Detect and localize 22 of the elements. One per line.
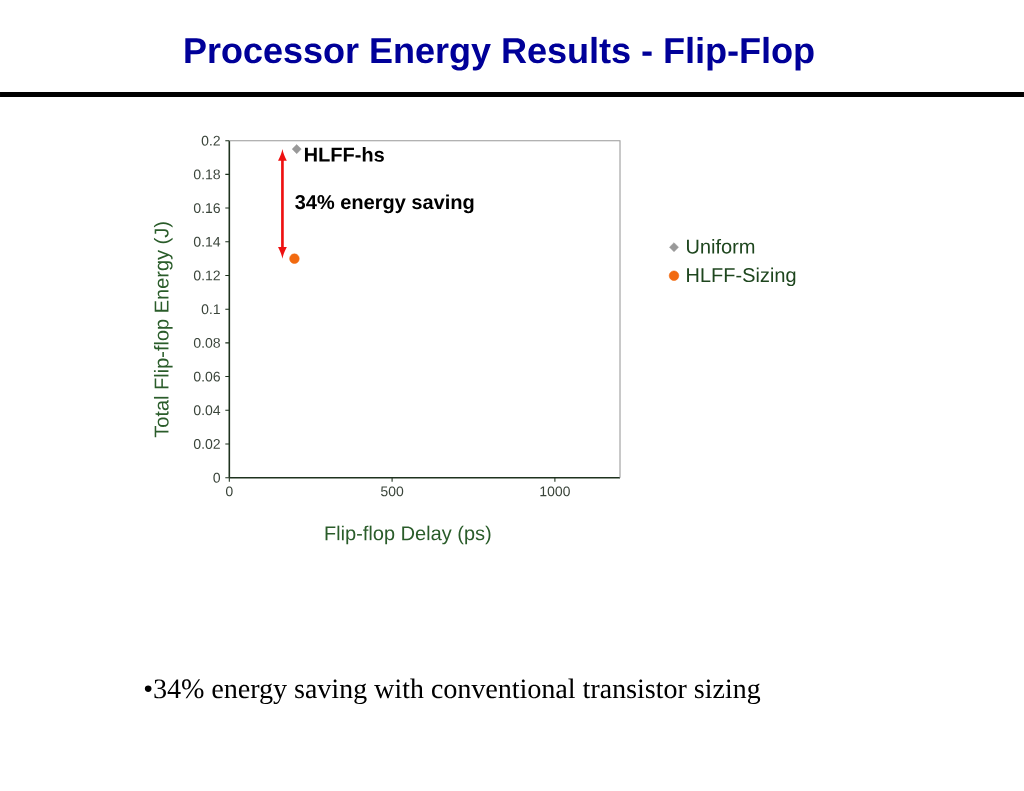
chart-title: Processor Energy Results - Flip-Flop bbox=[185, 36, 814, 71]
x-tick-label: 1000 bbox=[540, 486, 570, 497]
x-tick-label: 500 bbox=[380, 486, 404, 497]
annotation: 34% energy saving bbox=[295, 194, 474, 214]
y-tick-label: 0.12 bbox=[193, 270, 220, 281]
y-tick-label: 0.06 bbox=[193, 371, 220, 382]
y-tick-label: 0.1 bbox=[201, 304, 220, 315]
legend-label: Uniform bbox=[687, 238, 755, 254]
x-axis-title: Flip-flop Delay (ps) bbox=[325, 525, 491, 545]
y-tick-label: 0.08 bbox=[193, 337, 220, 348]
text: •34% energy saving with conventional transistor sizing bbox=[144, 678, 761, 705]
x-tick-label: 0 bbox=[225, 486, 233, 497]
y-tick-label: 0.02 bbox=[193, 439, 220, 449]
y-tick-label: 0.18 bbox=[193, 169, 220, 180]
y-tick-label: 0.16 bbox=[193, 203, 220, 214]
legend-label: HLFF-Sizing bbox=[687, 267, 796, 287]
y-tick-label: 0.2 bbox=[201, 135, 220, 146]
y-tick-label: 0 bbox=[213, 472, 221, 483]
y-axis-title: Total Flip-flop Energy (J) bbox=[153, 222, 173, 438]
y-tick-label: 0.04 bbox=[193, 405, 221, 416]
y-tick-label: 0.14 bbox=[193, 236, 221, 247]
annotation: HLFF-hs bbox=[304, 147, 384, 162]
